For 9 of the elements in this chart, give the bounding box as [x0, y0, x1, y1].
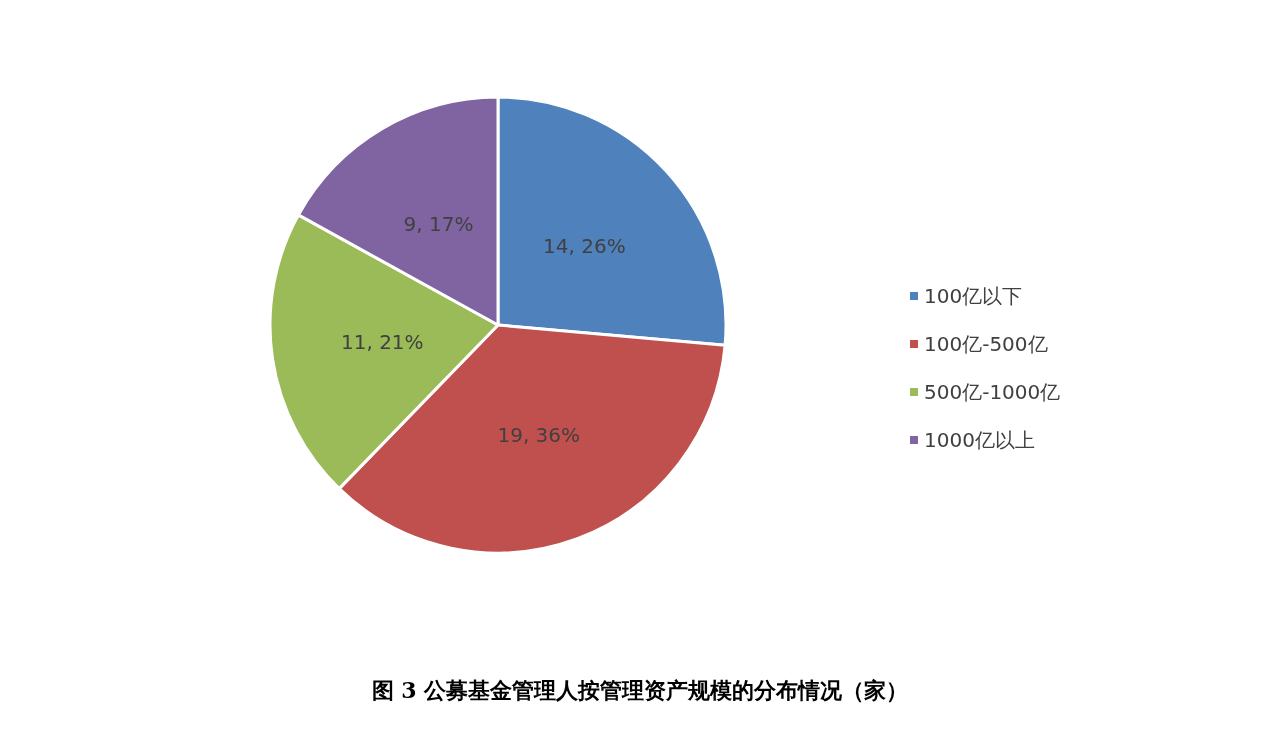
text: 图 3 公募基金管理人按管理资产规模的分布情况（家）: [371, 677, 909, 703]
data-label: 11, 21%: [340, 330, 424, 355]
legend-label: 500亿-1000亿: [924, 380, 1061, 404]
data-label: 14, 26%: [543, 234, 626, 259]
legend-label: 100亿-500亿: [924, 332, 1048, 356]
legend-label: 1000亿以上: [924, 428, 1035, 452]
data-label: 9, 17%: [403, 212, 474, 237]
data-label: 19, 36%: [497, 422, 581, 447]
legend-label: 100亿以下: [924, 284, 1023, 308]
